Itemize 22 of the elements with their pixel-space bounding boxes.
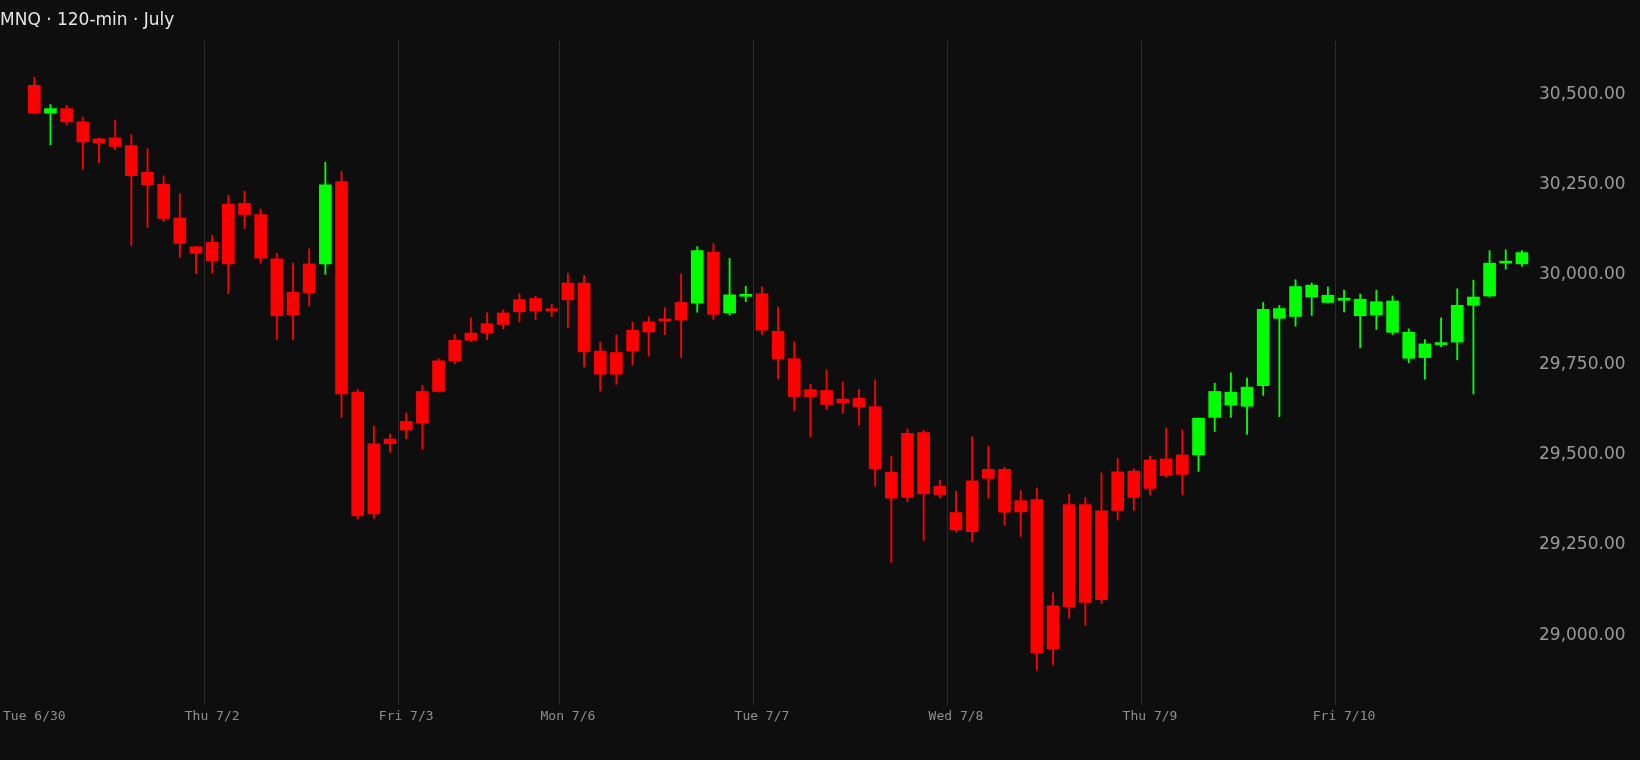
candlestick bbox=[658, 307, 672, 335]
y-tick-label: 29,500.00 bbox=[1539, 443, 1626, 464]
y-tick-label: 30,000.00 bbox=[1539, 263, 1626, 284]
candlestick bbox=[1273, 304, 1286, 418]
x-tick-label: Thu 7/2 bbox=[184, 707, 240, 723]
y-tick-label: 29,250.00 bbox=[1539, 533, 1626, 554]
x-tick-label: Wed 7/8 bbox=[928, 707, 984, 723]
y-tick-label: 30,250.00 bbox=[1539, 173, 1626, 193]
x-tick-label: Thu 7/9 bbox=[1122, 707, 1178, 723]
candlestick bbox=[1337, 289, 1351, 313]
candlestick bbox=[1434, 317, 1448, 348]
x-tick-label: Fri 7/10 bbox=[1312, 707, 1376, 723]
y-tick-label: 30,500.00 bbox=[1539, 82, 1626, 103]
y-tick-label: 29,000.00 bbox=[1539, 623, 1626, 644]
chart-title: MNQ · 120-min · July bbox=[0, 8, 175, 29]
y-tick-label: 29,750.00 bbox=[1539, 353, 1626, 374]
x-tick-label: Tue 7/7 bbox=[734, 707, 790, 723]
x-tick-label: Mon 7/6 bbox=[540, 707, 596, 723]
candlestick bbox=[1467, 279, 1480, 395]
x-tick-label: Tue 6/30 bbox=[2, 707, 66, 723]
x-tick-label: Fri 7/3 bbox=[378, 707, 434, 723]
candlestick bbox=[836, 381, 850, 414]
